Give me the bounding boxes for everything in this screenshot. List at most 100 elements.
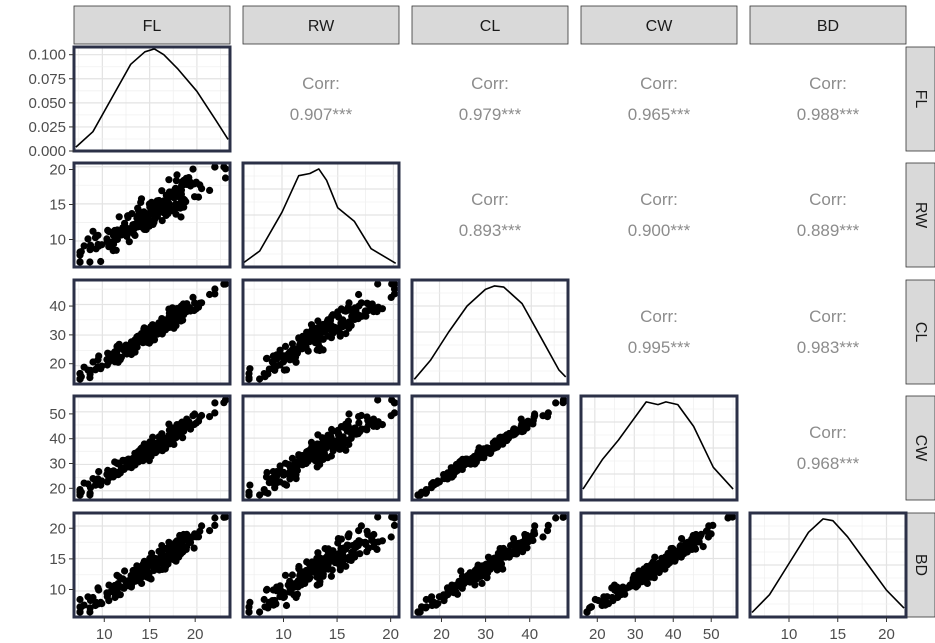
cell-cl-cl [410,278,570,386]
row-strip-label-cw: CW [912,435,929,463]
panel-border [72,394,232,502]
scatter-point [191,410,199,418]
scatter-point [135,565,143,573]
scatter-point [451,583,460,591]
cell-cw-cw [579,394,739,502]
scatter-point [496,555,505,563]
corr-label: Corr: [471,74,509,93]
scatter-point [339,442,347,450]
panel-border [72,511,232,619]
corr-value-cl-cw: 0.995*** [628,338,691,357]
scatter-point [509,535,518,543]
corr-value-fl-cw: 0.965*** [628,105,691,124]
column-strip-label-cw: CW [646,18,674,35]
scatter-point [458,580,466,588]
scatter-point [511,542,519,551]
scatter-point [505,553,513,561]
scatter-point [636,575,644,583]
scatter-point [651,561,659,569]
scatter-point [313,338,321,346]
scatter-point [262,586,271,594]
scatter-point [145,221,153,229]
scatter-point [327,572,335,580]
scatter-point [148,198,156,206]
x-tick-label: 15 [329,626,346,643]
scatter-point [120,230,128,238]
scatter-point [130,340,138,348]
scatter-point [543,413,552,421]
corr-value-cl-bd: 0.983*** [797,338,860,357]
scatter-point [103,361,111,369]
scatter-point [457,567,465,575]
panel-border [579,394,739,502]
scatter-point [196,181,204,189]
scatter-point [206,413,214,421]
scatter-point [622,584,630,592]
scatter-point [630,580,638,588]
scatter-point [356,550,364,558]
scatter-point [362,312,370,320]
scatter-point [158,187,166,195]
scatter-point [339,558,347,566]
scatter-point [313,452,321,461]
scatter-point [76,248,84,256]
scatter-point [262,355,271,363]
scatter-point [220,399,228,407]
cell-fl-cl: Corr: 0.979*** [459,74,522,124]
cell-fl-bd: Corr: 0.988*** [797,74,860,124]
scatter-point [130,230,138,238]
scatter-point [172,177,180,185]
row-strip-label-cl: CL [912,322,929,343]
scatter-point [104,226,112,234]
scatter-point [196,413,204,421]
scatter-point [173,171,181,179]
cell-cw-bd: Corr: 0.968*** [797,423,860,473]
scatter-point [261,603,269,611]
scatter-point [324,332,332,340]
scatter-point [390,521,399,530]
panel-border [410,278,570,386]
scatter-point [345,530,353,538]
y-axis-row-bd: 10 15 20 [49,520,74,599]
scatter-point [98,477,106,485]
scatter-point [434,600,442,608]
scatter-point [256,608,264,616]
scatter-point [517,545,525,554]
scatter-point [138,579,146,588]
scatter-point [302,569,310,577]
cell-bd-bd [748,511,908,619]
scatter-point [109,473,117,481]
scatter-point [178,182,186,190]
scatter-point [559,513,567,521]
scatter-point [336,332,344,340]
scatter-point [552,399,560,407]
cell-bd-cl [410,511,570,619]
scatter-point [316,460,324,468]
scatter-point [280,366,288,374]
scatter-point [281,571,290,579]
scatter-point [422,595,430,604]
scatter-point [531,530,539,538]
scatter-point [373,545,381,554]
scatter-point [324,454,332,462]
scatter-point [116,356,124,364]
scatter-point [505,429,513,438]
scatter-point [703,527,711,535]
scatter-point [86,258,94,266]
scatter-point [335,313,343,321]
scatter-point [165,420,173,428]
cell-fl-cw: Corr: 0.965*** [628,74,691,124]
scatter-point [352,430,360,438]
cell-rw-bd: Corr: 0.889*** [797,190,860,240]
scatter-point [416,491,424,499]
scatter-point [699,543,707,551]
scatter-point [148,549,156,557]
cell-cl-bd: Corr: 0.983*** [797,307,860,357]
scatter-point [697,530,705,539]
y-tick-label: 30 [49,456,66,473]
column-strip-fl [73,5,231,45]
scatter-point [103,238,111,246]
scatter-point [288,571,296,579]
scatter-point [124,346,132,355]
scatter-point [676,542,684,551]
